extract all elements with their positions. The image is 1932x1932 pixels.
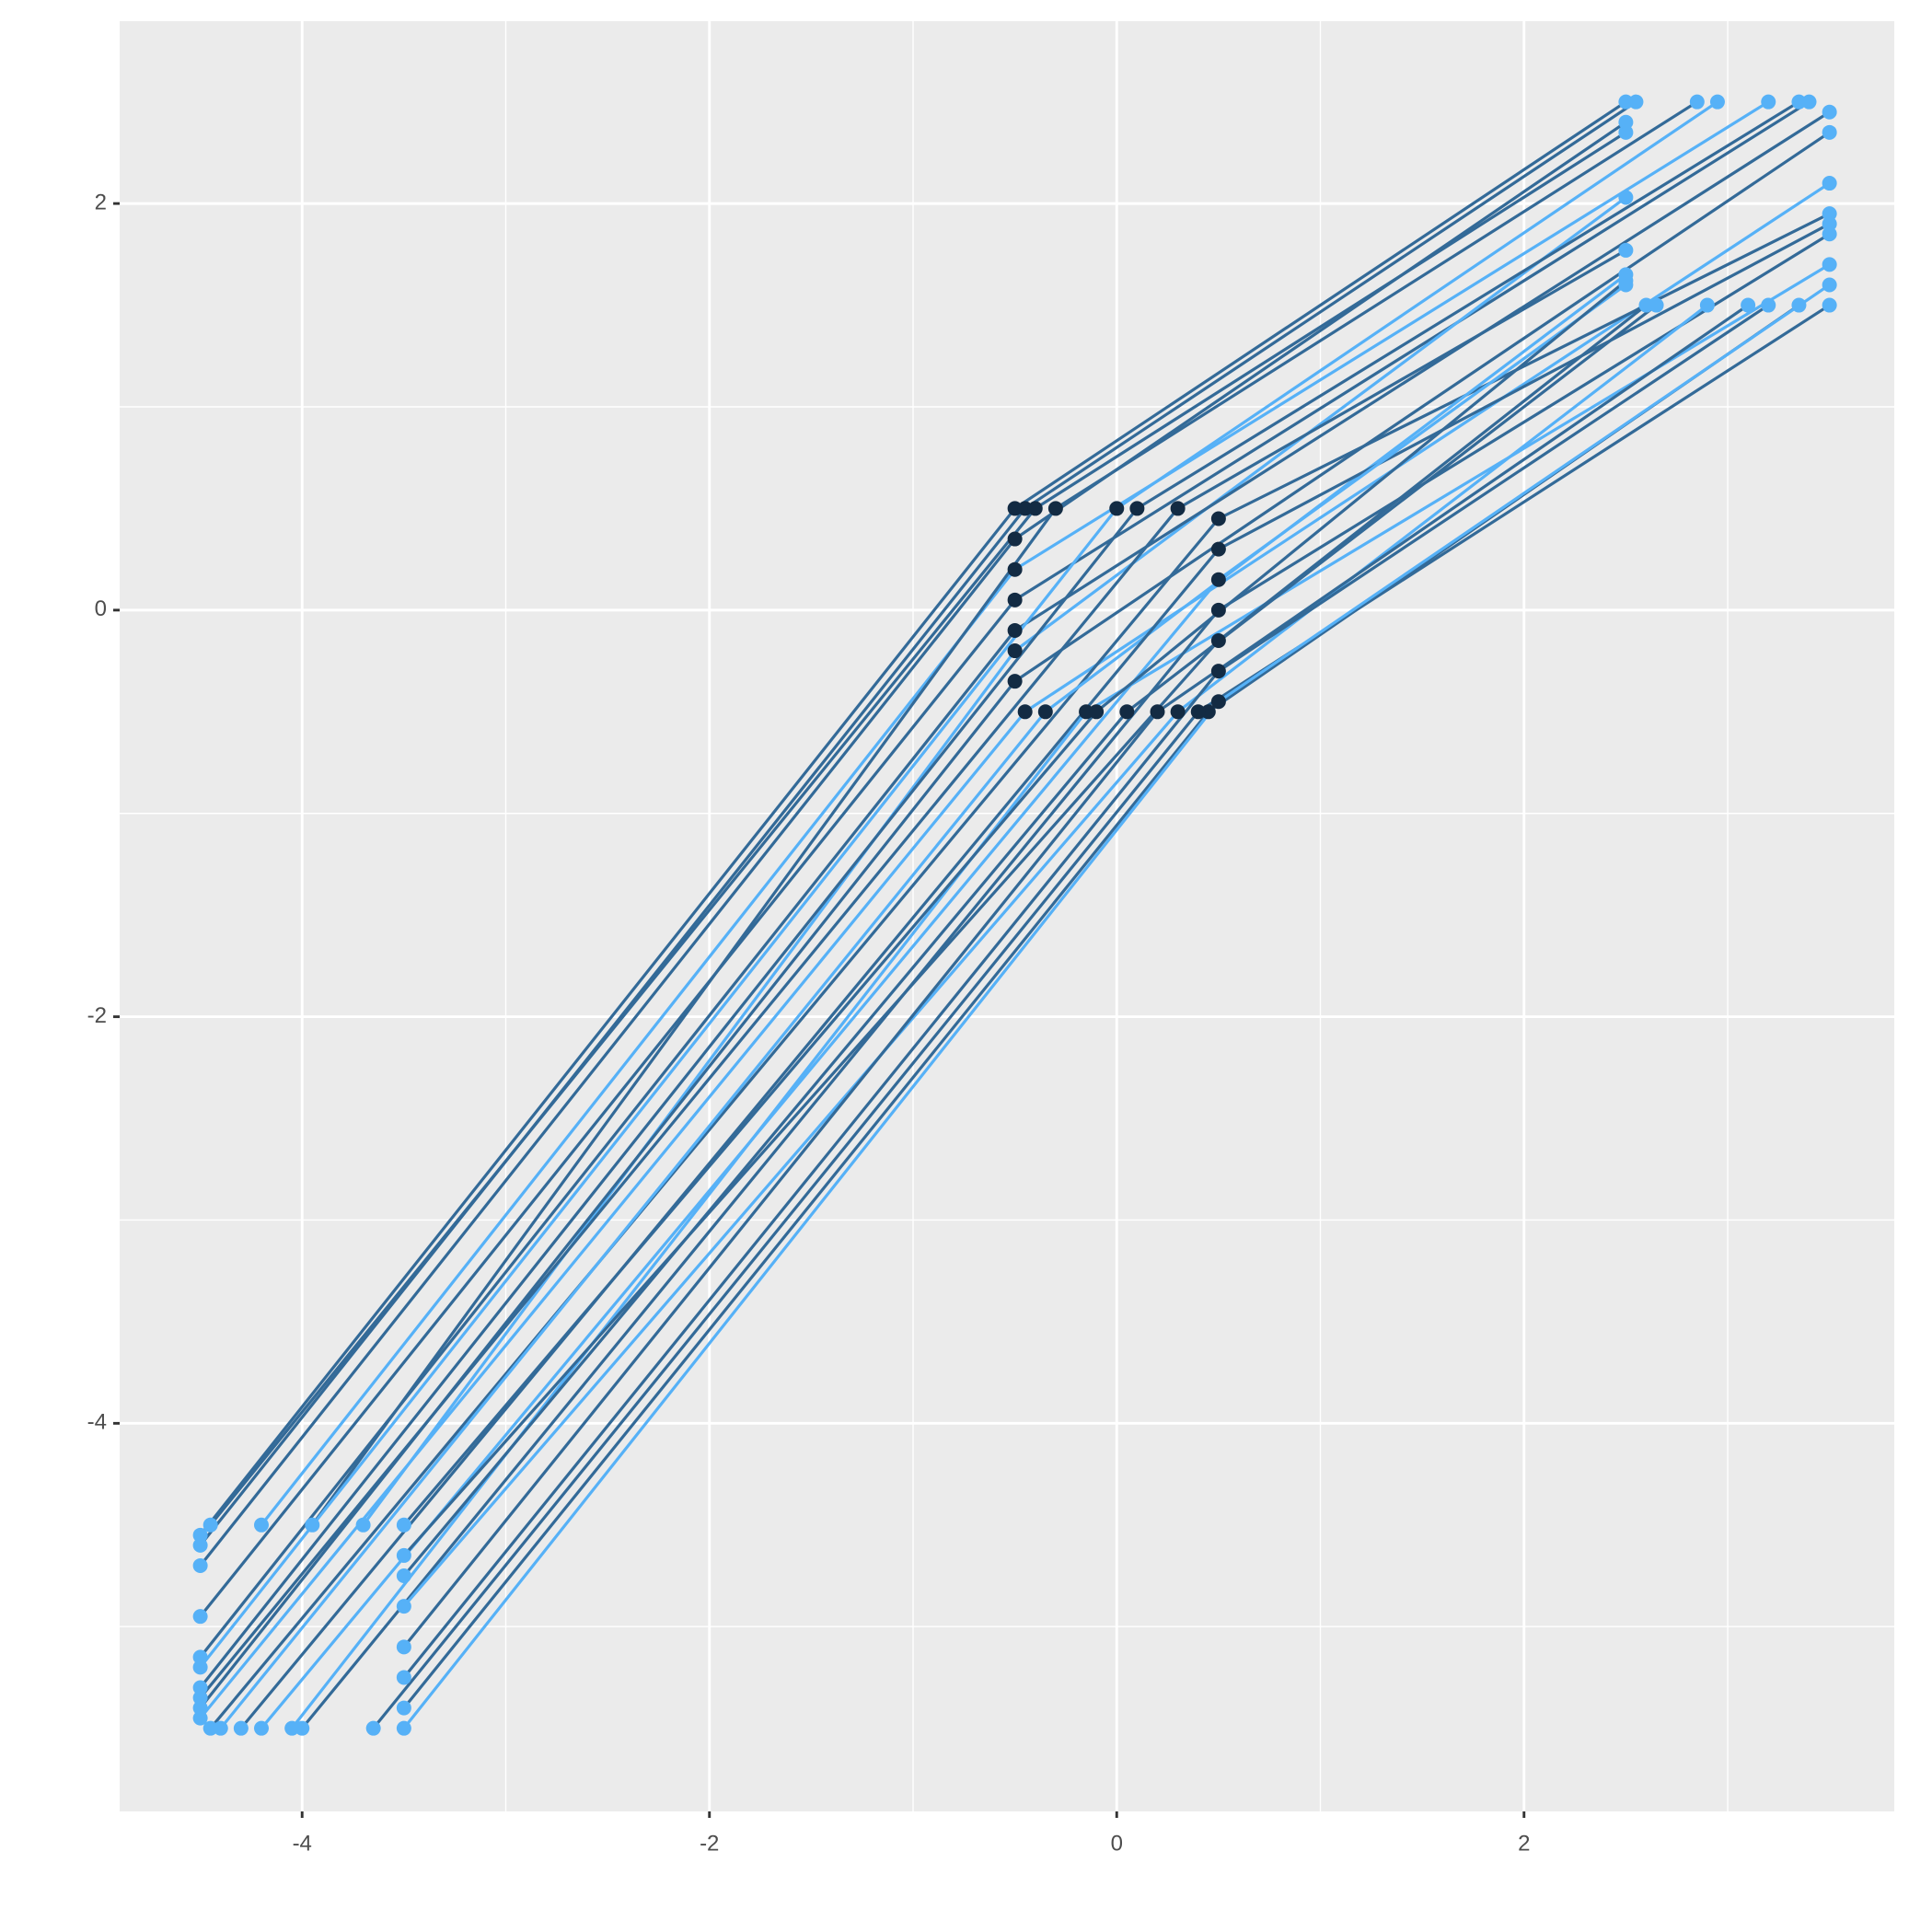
point	[295, 1720, 310, 1736]
point	[1109, 501, 1125, 516]
point	[1822, 226, 1837, 242]
point	[1761, 297, 1776, 313]
point	[1822, 104, 1837, 120]
x-tick-label: 0	[1111, 1831, 1123, 1856]
point	[1027, 501, 1043, 516]
point	[1210, 632, 1226, 648]
point	[1047, 501, 1063, 516]
point	[1210, 511, 1226, 526]
point	[1822, 176, 1837, 191]
y-tick-label: 2	[95, 190, 107, 214]
point	[213, 1720, 228, 1736]
point	[396, 1547, 411, 1563]
point	[1150, 704, 1165, 720]
point	[1007, 622, 1023, 638]
point	[1618, 114, 1634, 130]
point	[192, 1537, 208, 1553]
point	[1618, 242, 1634, 258]
point	[1628, 94, 1644, 110]
point	[192, 1710, 208, 1726]
point	[1618, 273, 1634, 289]
point	[355, 1517, 371, 1533]
point	[1649, 297, 1664, 313]
point	[365, 1720, 381, 1736]
point	[1007, 531, 1023, 547]
point	[1618, 190, 1634, 205]
point	[1089, 704, 1105, 720]
point	[1170, 704, 1186, 720]
point	[1129, 501, 1145, 516]
point	[1007, 643, 1023, 659]
point	[1017, 501, 1033, 516]
point	[1119, 704, 1135, 720]
point	[396, 1568, 411, 1584]
point	[1210, 572, 1226, 587]
point	[396, 1517, 411, 1533]
point	[192, 1660, 208, 1675]
point	[192, 1690, 208, 1706]
x-tick-label: 2	[1518, 1831, 1530, 1856]
point	[192, 1680, 208, 1695]
point	[1699, 297, 1715, 313]
point	[1190, 704, 1206, 720]
point	[192, 1557, 208, 1573]
point	[1210, 664, 1226, 679]
point	[1709, 94, 1725, 110]
point	[1791, 297, 1807, 313]
point	[1761, 94, 1776, 110]
point	[1618, 94, 1634, 110]
point	[1822, 216, 1837, 232]
point	[253, 1517, 269, 1533]
point	[1638, 297, 1654, 313]
point	[396, 1670, 411, 1685]
x-tick-label: -4	[293, 1831, 312, 1856]
point	[396, 1700, 411, 1716]
point	[284, 1720, 300, 1736]
point	[1200, 704, 1216, 720]
point	[1791, 94, 1807, 110]
point	[1822, 124, 1837, 140]
point	[1741, 297, 1756, 313]
point	[253, 1720, 269, 1736]
point	[1079, 704, 1094, 720]
point	[1210, 541, 1226, 557]
point	[202, 1720, 218, 1736]
point	[1007, 561, 1023, 577]
point	[1210, 602, 1226, 618]
point	[396, 1639, 411, 1655]
point	[1007, 674, 1023, 689]
point	[1007, 592, 1023, 607]
point	[1618, 124, 1634, 140]
point	[1822, 277, 1837, 293]
point	[202, 1517, 218, 1533]
point	[1801, 94, 1817, 110]
point	[1822, 257, 1837, 272]
point	[396, 1720, 411, 1736]
x-tick-label: -2	[700, 1831, 719, 1856]
point	[1822, 297, 1837, 313]
point	[1822, 206, 1837, 222]
y-tick-label: -4	[87, 1410, 107, 1435]
point	[1689, 94, 1705, 110]
point	[1017, 704, 1033, 720]
point	[305, 1517, 320, 1533]
point	[192, 1649, 208, 1665]
y-tick-label: -2	[87, 1003, 107, 1028]
point	[396, 1599, 411, 1614]
point	[192, 1527, 208, 1543]
point	[1007, 501, 1023, 516]
point	[233, 1720, 249, 1736]
point	[1037, 704, 1053, 720]
point	[1210, 694, 1226, 710]
point	[192, 1700, 208, 1716]
point	[1170, 501, 1186, 516]
y-tick-label: 0	[95, 596, 107, 621]
point	[192, 1609, 208, 1625]
